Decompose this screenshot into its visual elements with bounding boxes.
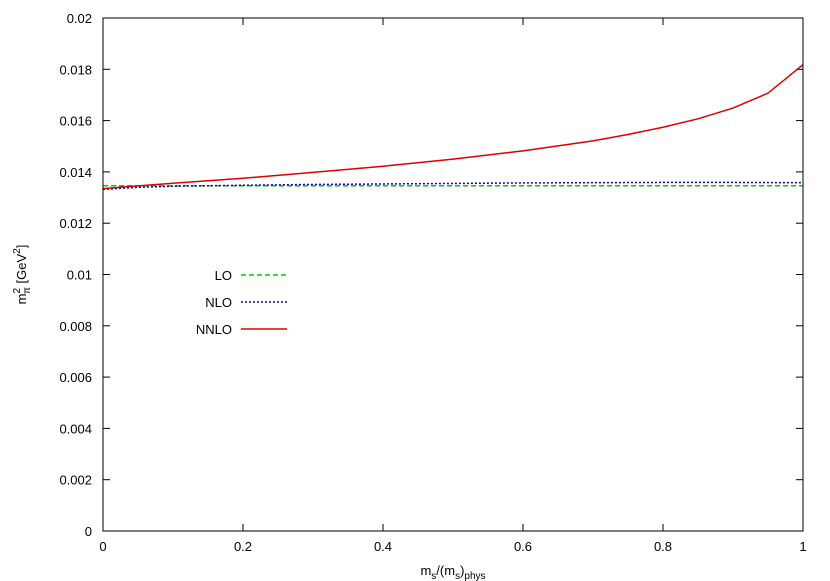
y-tick-label: 0.018 [59,62,92,77]
y-tick-label: 0 [85,524,92,539]
y-label-base: m [14,294,29,305]
x-axis-label: ms/(ms)phys [420,563,485,581]
x-tick-label: 0.4 [374,539,392,554]
x-label-close: ) [460,563,464,578]
y-tick-label: 0.004 [59,421,92,436]
y-label-sub: π [22,287,33,294]
x-label-base: m [420,563,431,578]
legend-label-nlo: NLO [205,295,232,310]
series-lines [102,64,804,191]
x-tick-label: 1 [799,539,806,554]
legend-label-nnlo: NNLO [196,322,232,337]
y-label-unit-sup: 2 [12,248,23,254]
x-tick-label: 0.8 [654,539,672,554]
x-label-sub2: s [455,571,460,581]
legend-label-lo: LO [215,268,232,283]
y-tick-label: 0.002 [59,473,92,488]
x-label-sub3: phys [464,571,485,581]
x-label-mid: /(m [436,563,455,578]
y-tick-label: 0.008 [59,319,92,334]
series-line-nlo [102,181,804,191]
tick-labels: 0 0.2 0.4 0.6 0.8 1 0 0.002 0.004 0.006 0.008 0.01 0… [59,11,806,554]
plot-frame [102,17,804,532]
x-tick-label: 0.2 [234,539,252,554]
y-label-unit-open: [GeV [14,253,29,287]
y-tick-label: 0.02 [67,11,92,26]
x-tick-label: 0 [99,539,106,554]
y-tick-label: 0.012 [59,216,92,231]
y-label-sup: 2 [12,288,23,294]
y-axis-label: m2π [GeV2] [12,245,33,305]
x-label-sub1: s [431,571,436,581]
legend: LO NLO NNLO [196,268,287,337]
ticks [102,17,804,532]
series-line-nnlo [102,64,804,190]
y-tick-label: 0.006 [59,370,92,385]
y-tick-label: 0.01 [67,268,92,283]
y-tick-label: 0.016 [59,114,92,129]
x-tick-label: 0.6 [514,539,532,554]
y-tick-label: 0.014 [59,165,92,180]
y-label-unit-close: ] [14,245,29,249]
